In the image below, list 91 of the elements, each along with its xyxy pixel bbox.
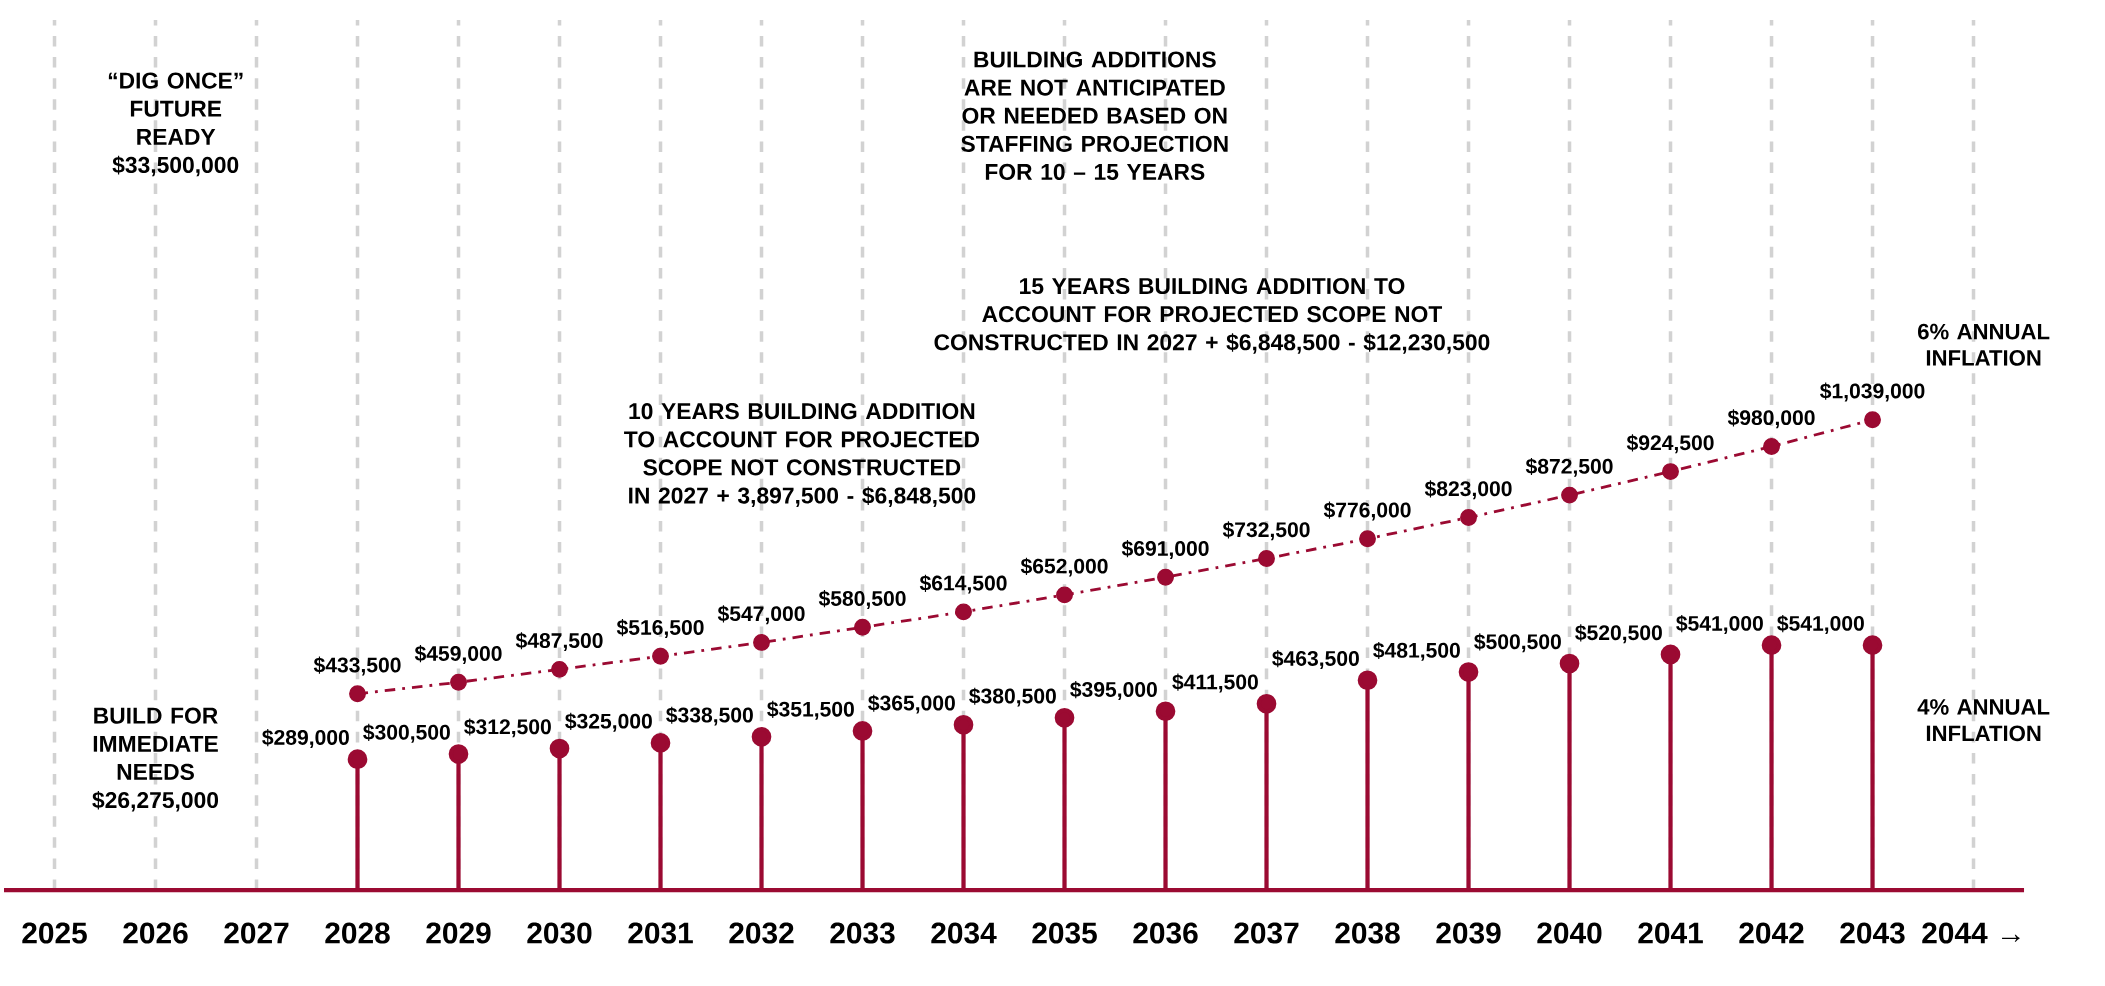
data-label: $980,000: [1727, 409, 1815, 429]
x-tick-label: 2030: [527, 922, 592, 944]
x-tick-label: 2040: [1537, 922, 1602, 944]
data-label: $520,500: [1575, 624, 1662, 644]
data-label: $541,000: [1777, 614, 1864, 634]
data-label: $411,500: [1172, 673, 1258, 693]
x-tick-label: 2037: [1234, 922, 1299, 944]
text: 6% ANNUAL INFLATION: [1918, 323, 2050, 366]
x-tick-label: 2028: [325, 922, 390, 944]
point: [1056, 586, 1073, 604]
point: [1660, 644, 1681, 665]
x-tick-label: 2038: [1335, 922, 1400, 944]
point: [549, 738, 570, 759]
point: [751, 726, 772, 747]
data-label: $351,500: [767, 700, 854, 720]
point: [1561, 486, 1578, 504]
data-label: $580,500: [818, 590, 906, 609]
x-tick-label: 2034: [931, 922, 997, 944]
point: [1864, 411, 1881, 429]
point: [450, 673, 467, 691]
point: [852, 721, 873, 741]
point: [650, 733, 671, 753]
data-label: $924,500: [1626, 434, 1714, 454]
data-label: $614,500: [919, 574, 1007, 594]
point: [955, 603, 972, 621]
point: [1458, 662, 1479, 682]
point: [1559, 653, 1580, 674]
data-label: $300,500: [363, 723, 450, 743]
x-tick-label: 2033: [830, 922, 895, 944]
data-label: $500,500: [1474, 633, 1561, 653]
point: [753, 633, 770, 651]
data-label: $289,000: [262, 729, 349, 748]
point: [1460, 509, 1477, 526]
x-tick-label: 2044 →: [1922, 922, 2020, 944]
data-label: $338,500: [666, 706, 753, 726]
x-tick-label: 2039: [1436, 922, 1501, 944]
x-tick-label: 2042: [1739, 922, 1804, 944]
text: 4% ANNUAL INFLATION: [1917, 699, 2050, 742]
data-label: $1,039,000: [1820, 382, 1925, 402]
x-tick-label: 2026: [123, 922, 188, 944]
x-tick-label: 2031: [628, 922, 693, 944]
text: BUILDING ADDITIONS ARE NOT ANTICIPATED OR NEEDED BASED ON STAFFING PROJECTION FOR 10 – 15 YEARS: [961, 51, 1228, 181]
point: [1258, 550, 1275, 567]
point: [1155, 701, 1176, 722]
point: [1761, 635, 1782, 655]
x-tick-label: 2032: [729, 922, 794, 944]
data-label: $872,500: [1525, 457, 1613, 477]
data-label: $395,000: [1070, 681, 1157, 700]
point: [349, 685, 366, 703]
point: [1662, 463, 1679, 481]
data-label: $433,500: [313, 656, 401, 676]
x-tick-label: 2036: [1133, 922, 1198, 944]
point: [953, 714, 974, 735]
point: [1862, 635, 1883, 655]
point: [1256, 693, 1277, 714]
annotation: 10 YEARS BUILDING ADDITION TO ACCOUNT FOR PROJECTED SCOPE NOT CONSTRUCTED IN 2027 + 3,897,500 - $6,848,500: [624, 403, 980, 507]
text: “DIG ONCE” FUTURE READY $33,500,000: [108, 72, 243, 177]
data-label: $487,500: [515, 632, 603, 652]
data-label: $516,500: [616, 619, 704, 638]
data-label: $776,000: [1323, 501, 1411, 521]
point: [1359, 530, 1376, 548]
x-tick-label: 2025: [22, 922, 87, 944]
point: [551, 660, 568, 678]
point: [652, 647, 669, 665]
data-label: $652,000: [1020, 557, 1108, 577]
data-label: $732,500: [1222, 521, 1310, 541]
x-tick-label: 2029: [426, 922, 491, 944]
point: [1763, 438, 1780, 455]
point: [347, 749, 368, 770]
x-tick-label: 2043: [1840, 922, 1905, 944]
data-label: $691,000: [1121, 540, 1209, 559]
x-tick-label: 2035: [1032, 922, 1097, 944]
data-label: $547,000: [717, 605, 805, 625]
data-label: $312,500: [464, 718, 551, 738]
data-label: $463,500: [1272, 650, 1359, 669]
data-label: $325,000: [565, 712, 652, 732]
point: [1357, 670, 1378, 691]
data-label: $823,000: [1424, 480, 1512, 500]
point: [448, 744, 469, 764]
data-label: $481,500: [1373, 641, 1460, 661]
data-label: $459,000: [414, 645, 502, 664]
x-tick-label: 2027: [224, 922, 289, 944]
data-label: $365,000: [868, 694, 955, 714]
data-label: $380,500: [969, 687, 1056, 707]
text: 15 YEARS BUILDING ADDITION TO ACCOUNT FOR PROJECTED SCOPE NOT CONSTRUCTED IN 2027 + $6,848,500 - $12,230,500: [934, 277, 1490, 354]
data-label: $541,000: [1676, 614, 1763, 634]
point: [1157, 568, 1174, 586]
x-tick-label: 2041: [1638, 922, 1703, 944]
point: [854, 618, 871, 636]
point: [1054, 707, 1075, 728]
annotation: BUILD FOR IMMEDIATE NEEDS $26,275,000: [92, 707, 219, 812]
